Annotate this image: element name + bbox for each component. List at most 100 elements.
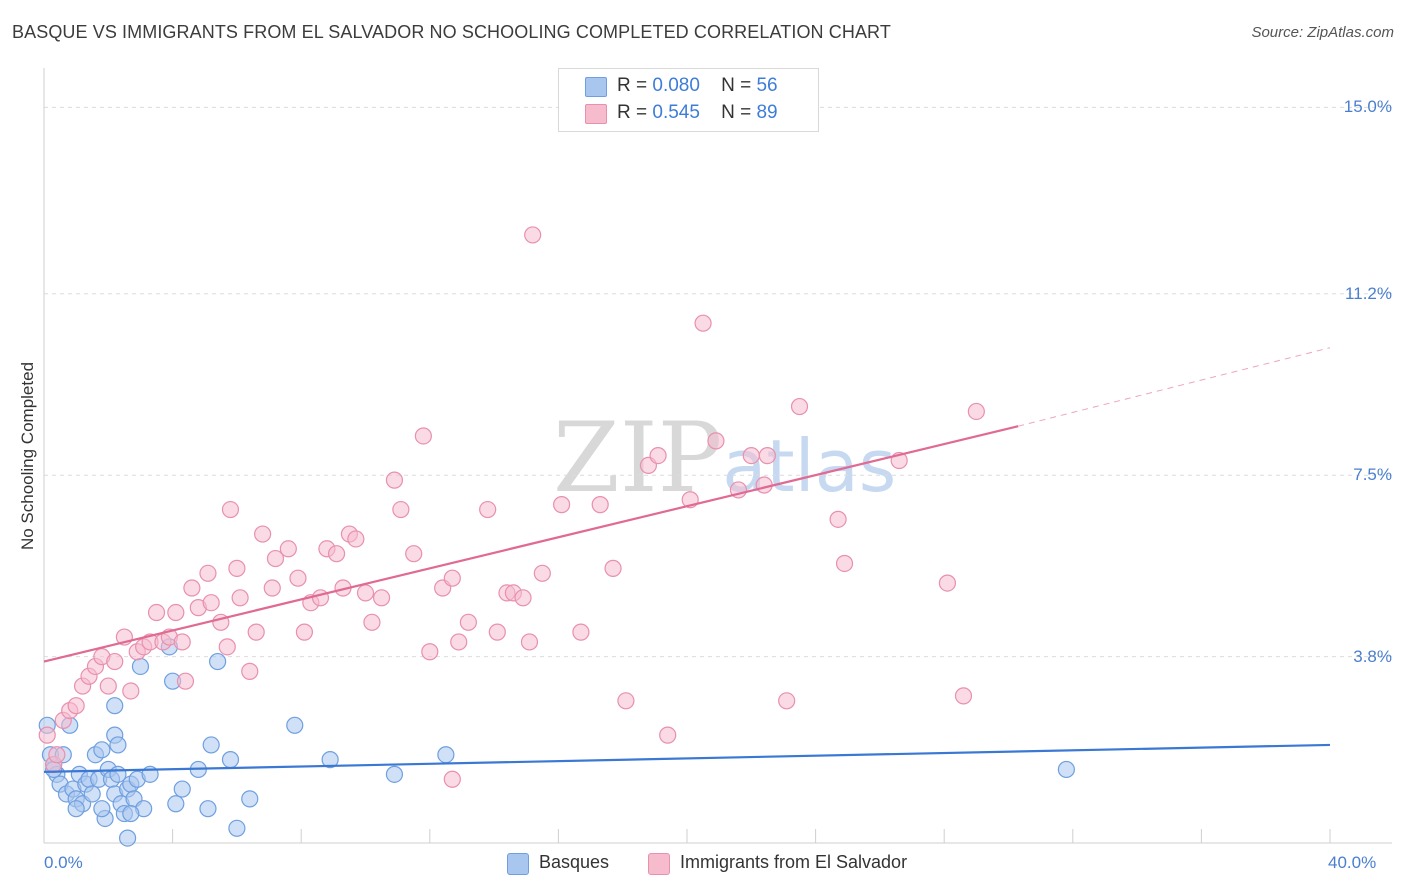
basque-point bbox=[202, 736, 220, 754]
salvador-point bbox=[443, 770, 461, 788]
salvador-point bbox=[263, 579, 281, 597]
salvador-point bbox=[167, 603, 185, 622]
basque-point bbox=[199, 800, 217, 818]
salvador-point bbox=[591, 496, 609, 514]
salvador-point bbox=[221, 500, 240, 519]
points-layer bbox=[38, 226, 1075, 847]
salvador-point bbox=[694, 314, 712, 332]
salvador-point bbox=[459, 613, 477, 631]
salvador-point bbox=[790, 397, 809, 416]
salvador-point bbox=[617, 692, 635, 710]
y-tick-label: 15.0% bbox=[1343, 97, 1392, 117]
salvador-point bbox=[421, 643, 439, 661]
salvador-point bbox=[289, 569, 307, 587]
chart-title: BASQUE VS IMMIGRANTS FROM EL SALVADOR NO… bbox=[12, 22, 891, 42]
legend-text-basques: R = 0.080 N = 56 bbox=[617, 75, 778, 97]
salvador-point bbox=[218, 638, 236, 656]
basque-point bbox=[221, 751, 240, 769]
salvador-point bbox=[363, 613, 381, 631]
legend-r-value: 0.080 bbox=[652, 75, 700, 96]
salvador-point bbox=[553, 496, 571, 514]
y-axis-label: No Schooling Completed bbox=[18, 361, 37, 551]
legend-n-label: N = bbox=[721, 102, 752, 123]
basque-point bbox=[131, 657, 150, 676]
salvador-point bbox=[514, 589, 532, 607]
salvador-point bbox=[48, 746, 66, 764]
salvador-point bbox=[742, 446, 760, 465]
salvador-point bbox=[279, 540, 297, 558]
salvador-point bbox=[829, 510, 847, 528]
salvador-point bbox=[604, 559, 622, 577]
basque-point bbox=[118, 829, 137, 847]
bottom-legend-label-basques: Basques bbox=[539, 852, 610, 872]
salvador-point bbox=[356, 584, 375, 602]
x-tick-min: 0.0% bbox=[44, 853, 83, 872]
salvador-trendline-extension bbox=[1018, 347, 1331, 427]
salvador-point bbox=[520, 633, 539, 651]
basque-point bbox=[109, 736, 127, 754]
legend-r-value: 0.545 bbox=[652, 102, 700, 123]
basque-point bbox=[83, 785, 101, 803]
y-tick-label: 3.8% bbox=[1353, 646, 1392, 666]
basque-point bbox=[67, 800, 85, 818]
basque-point bbox=[167, 795, 185, 813]
salvador-point bbox=[385, 471, 404, 489]
basque-point bbox=[321, 751, 339, 769]
salvador-point bbox=[938, 574, 957, 592]
salvador-point bbox=[266, 549, 285, 568]
basque-point bbox=[385, 765, 404, 783]
legend-swatch-salvador bbox=[585, 104, 607, 124]
salvador-point bbox=[183, 579, 201, 597]
salvador-point bbox=[347, 530, 365, 548]
correlation-legend: R = 0.080 N = 56 R = 0.545 N = 89 bbox=[558, 68, 819, 132]
bottom-legend-label-salvador: Immigrants from El Salvador bbox=[680, 852, 908, 872]
bottom-legend-swatch-basques bbox=[507, 853, 529, 875]
salvador-point bbox=[533, 564, 551, 582]
legend-r-label: R = bbox=[617, 102, 648, 123]
basque-point bbox=[93, 800, 111, 818]
salvador-point bbox=[231, 589, 249, 607]
salvador-point bbox=[173, 633, 191, 651]
basque-point bbox=[241, 790, 259, 808]
salvador-point bbox=[414, 427, 432, 445]
salvador-point bbox=[122, 682, 140, 700]
salvador-point bbox=[707, 432, 725, 450]
salvador-point bbox=[572, 623, 590, 641]
salvador-point bbox=[99, 677, 117, 695]
salvador-point bbox=[479, 500, 497, 519]
salvador-point bbox=[954, 687, 973, 705]
basque-point bbox=[228, 819, 246, 837]
salvador-point bbox=[147, 603, 166, 622]
x-tick-max: 40.0% bbox=[1328, 853, 1377, 872]
salvador-point bbox=[327, 545, 346, 563]
basque-point bbox=[173, 780, 191, 798]
basque-point bbox=[209, 652, 227, 671]
salvador-point bbox=[202, 594, 220, 612]
legend-swatch-basques bbox=[585, 77, 607, 97]
salvador-point bbox=[392, 500, 410, 519]
salvador-point bbox=[241, 662, 259, 680]
basque-point bbox=[106, 697, 124, 715]
salvador-point bbox=[295, 623, 314, 641]
salvador-point bbox=[758, 446, 776, 465]
basque-point bbox=[437, 746, 455, 764]
y-tick-label: 11.2% bbox=[1345, 283, 1392, 303]
bottom-legend-swatch-salvador bbox=[648, 853, 670, 875]
salvador-point bbox=[247, 623, 265, 641]
salvador-point bbox=[835, 554, 854, 573]
legend-r-label: R = bbox=[617, 75, 648, 96]
salvador-point bbox=[778, 692, 796, 710]
salvador-point bbox=[450, 633, 468, 651]
basque-point bbox=[93, 741, 111, 759]
legend-text-salvador: R = 0.545 N = 89 bbox=[617, 102, 778, 124]
salvador-point bbox=[659, 726, 677, 744]
legend-n-value: 89 bbox=[756, 102, 778, 123]
salvador-point bbox=[488, 623, 506, 641]
salvador-point bbox=[649, 446, 667, 465]
salvador-point bbox=[106, 652, 124, 671]
salvador-point bbox=[311, 589, 330, 607]
y-tick-label: 7.5% bbox=[1353, 465, 1392, 485]
salvador-point bbox=[443, 569, 461, 587]
legend-n-value: 56 bbox=[756, 75, 778, 96]
trend-layer bbox=[43, 347, 1331, 773]
